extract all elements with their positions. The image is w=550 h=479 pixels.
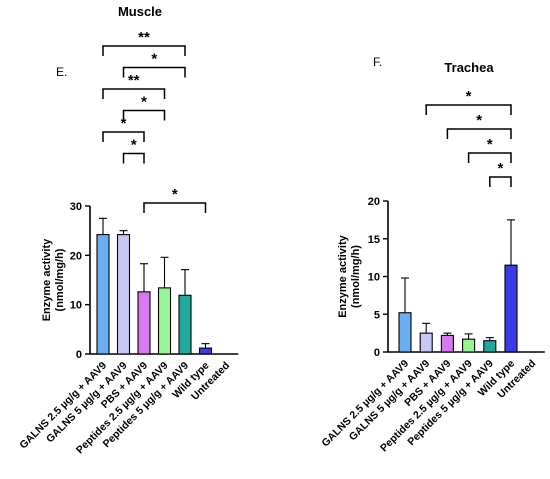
muscle-y-tick-label: 20	[70, 250, 82, 262]
muscle-significance-label: *	[151, 51, 157, 68]
trachea-bar	[483, 340, 497, 353]
trachea-significance-bracket	[489, 176, 512, 187]
muscle-y-tick-label: 10	[70, 300, 82, 312]
trachea-significance-bracket	[467, 152, 512, 163]
trachea-significance-bracket	[425, 104, 512, 115]
muscle-bar	[178, 294, 192, 355]
trachea-bar	[440, 334, 454, 353]
trachea-chart: Trachea F. 0 5 10 15 20 Enzyme activity (nmol/…	[319, 55, 545, 454]
trachea-significance-label: *	[466, 88, 472, 105]
muscle-y-tick-label: 0	[76, 349, 82, 361]
muscle-significance-label: *	[172, 186, 178, 203]
trachea-significance-label: *	[497, 160, 503, 177]
trachea-significance-label: *	[487, 136, 493, 153]
trachea-y-tick-label: 15	[368, 234, 380, 246]
trachea-chart-title: Trachea	[444, 60, 494, 75]
muscle-bar	[157, 287, 172, 355]
muscle-significance-bracket	[122, 109, 166, 121]
muscle-significance-label: **	[138, 29, 150, 46]
trachea-significance-label: *	[476, 112, 482, 129]
muscle-y-axis-title-line1: Enzyme activity	[41, 238, 53, 321]
muscle-significance-bracket	[122, 66, 186, 78]
muscle-bar	[96, 234, 110, 355]
muscle-chart: Muscle E. 0 10 20 30 Enzyme activity (nmol/mg…	[17, 4, 239, 456]
muscle-chart-title: Muscle	[118, 4, 162, 19]
muscle-significance-label: *	[121, 115, 127, 132]
muscle-significance-bracket	[102, 88, 166, 99]
trachea-y-tick-label: 5	[374, 309, 380, 321]
trachea-y-axis-title-line1: Enzyme activity	[337, 234, 349, 317]
muscle-bar	[116, 234, 131, 355]
trachea-bar	[504, 264, 518, 353]
trachea-y-axis-title-line2: (nmol/mg/h)	[350, 245, 362, 308]
trachea-significance-bracket	[446, 128, 512, 139]
muscle-panel-label: E.	[56, 65, 67, 79]
trachea-bar	[419, 332, 433, 353]
muscle-significance-bracket	[102, 131, 145, 142]
trachea-y-tick-label: 20	[368, 196, 380, 208]
muscle-significance-label: *	[141, 94, 147, 111]
muscle-significance-label: *	[131, 137, 137, 154]
trachea-bar	[398, 312, 412, 353]
muscle-significance-bracket	[122, 152, 145, 164]
muscle-significance-bracket	[102, 45, 186, 56]
trachea-y-tick-label: 10	[368, 272, 380, 284]
muscle-bar	[137, 291, 151, 355]
muscle-y-tick-label: 30	[70, 201, 82, 213]
muscle-y-axis-title-line2: (nmol/mg/h)	[54, 248, 66, 311]
trachea-bar	[462, 338, 476, 353]
muscle-significance-label: **	[128, 72, 140, 89]
trachea-panel-label: F.	[373, 55, 382, 69]
trachea-y-tick-label: 0	[374, 347, 380, 359]
muscle-bar	[198, 347, 213, 355]
muscle-significance-bracket	[143, 202, 207, 213]
